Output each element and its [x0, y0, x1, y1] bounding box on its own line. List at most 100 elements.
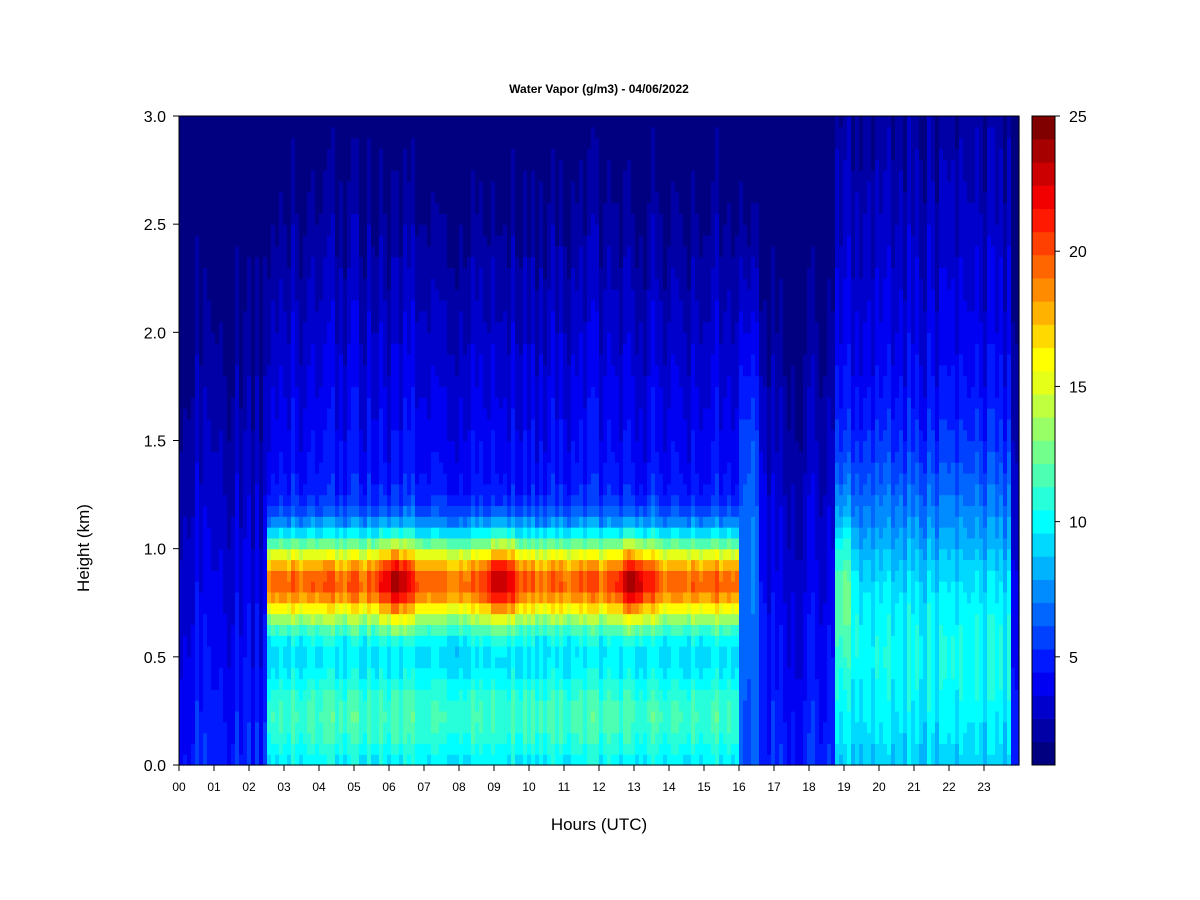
heatmap-cell	[459, 148, 464, 160]
heatmap-cell	[499, 364, 504, 377]
heatmap-cell	[379, 462, 384, 474]
heatmap-cell	[319, 754, 324, 766]
heatmap-cell	[483, 278, 488, 290]
heatmap-cell	[471, 245, 476, 258]
heatmap-cell	[475, 635, 480, 647]
heatmap-cell	[299, 429, 304, 442]
heatmap-cell	[459, 321, 464, 333]
heatmap-cell	[339, 289, 344, 301]
heatmap-cell	[315, 321, 320, 333]
heatmap-cell	[471, 483, 476, 496]
heatmap-cell	[263, 299, 268, 312]
heatmap-cell	[255, 310, 260, 323]
heatmap-cell	[203, 591, 208, 604]
heatmap-cell	[327, 386, 332, 398]
heatmap-cell	[223, 613, 228, 625]
heatmap-cell	[379, 689, 384, 701]
heatmap-cell	[383, 364, 388, 377]
heatmap-cell	[307, 440, 312, 452]
heatmap-cell	[275, 213, 280, 225]
heatmap-cell	[371, 537, 376, 550]
heatmap-cell	[219, 624, 224, 636]
heatmap-cell	[415, 440, 420, 452]
heatmap-cell	[491, 527, 496, 539]
heatmap-cell	[475, 364, 480, 377]
heatmap-cell	[227, 754, 232, 766]
heatmap-cell	[499, 213, 504, 225]
heatmap-cell	[495, 700, 500, 712]
heatmap-cell	[463, 126, 468, 139]
heatmap-cell	[299, 116, 304, 128]
heatmap-cell	[223, 429, 228, 442]
heatmap-cell	[247, 462, 252, 474]
heatmap-cell	[379, 613, 384, 625]
heatmap-cell	[347, 624, 352, 636]
heatmap-cell	[431, 126, 436, 139]
heatmap-cell	[183, 451, 188, 463]
heatmap-cell	[407, 635, 412, 647]
heatmap-cell	[395, 559, 400, 571]
heatmap-cell	[183, 267, 188, 279]
heatmap-cell	[199, 559, 204, 571]
heatmap-cell	[451, 494, 456, 506]
heatmap-cell	[447, 700, 452, 712]
heatmap-cell	[435, 191, 440, 204]
heatmap-cell	[491, 213, 496, 225]
heatmap-cell	[435, 343, 440, 355]
heatmap-cell	[487, 754, 492, 766]
heatmap-cell	[299, 559, 304, 571]
heatmap-cell	[247, 527, 252, 539]
heatmap-cell	[199, 321, 204, 333]
heatmap-cell	[395, 310, 400, 323]
heatmap-cell	[267, 353, 272, 366]
heatmap-cell	[459, 332, 464, 344]
heatmap-cell	[199, 548, 204, 561]
heatmap-cell	[411, 234, 416, 247]
heatmap-cell	[435, 613, 440, 625]
heatmap-cell	[483, 364, 488, 377]
heatmap-cell	[311, 245, 316, 258]
heatmap-cell	[315, 429, 320, 442]
heatmap-cell	[255, 483, 260, 496]
heatmap-cell	[207, 418, 212, 431]
heatmap-cell	[351, 159, 356, 171]
heatmap-cell	[319, 375, 324, 388]
heatmap-cell	[499, 343, 504, 355]
heatmap-cell	[371, 191, 376, 204]
heatmap-cell	[371, 548, 376, 561]
heatmap-cell	[183, 483, 188, 496]
heatmap-cell	[223, 743, 228, 755]
heatmap-cell	[427, 364, 432, 377]
heatmap-cell	[475, 516, 480, 528]
heatmap-cell	[295, 180, 300, 193]
heatmap-cell	[343, 440, 348, 452]
heatmap-cell	[395, 646, 400, 658]
heatmap-cell	[235, 202, 240, 214]
heatmap-cell	[183, 126, 188, 139]
heatmap-cell	[239, 375, 244, 388]
heatmap-cell	[223, 516, 228, 528]
heatmap-cell	[199, 472, 204, 485]
heatmap-cell	[307, 234, 312, 247]
heatmap-cell	[295, 256, 300, 269]
heatmap-cell	[467, 613, 472, 625]
heatmap-cell	[379, 646, 384, 658]
heatmap-cell	[351, 537, 356, 550]
heatmap-cell	[207, 397, 212, 409]
heatmap-cell	[291, 234, 296, 247]
heatmap-cell	[367, 332, 372, 344]
heatmap-cell	[407, 343, 412, 355]
heatmap-cell	[435, 256, 440, 269]
heatmap-cell	[239, 602, 244, 615]
heatmap-cell	[263, 234, 268, 247]
heatmap-cell	[479, 137, 484, 150]
heatmap-cell	[463, 472, 468, 485]
heatmap-cell	[247, 624, 252, 636]
heatmap-cell	[463, 635, 468, 647]
heatmap-cell	[223, 537, 228, 550]
heatmap-cell	[403, 494, 408, 506]
heatmap-cell	[399, 148, 404, 160]
heatmap-cell	[283, 343, 288, 355]
heatmap-cell	[215, 418, 220, 431]
heatmap-cell	[367, 213, 372, 225]
